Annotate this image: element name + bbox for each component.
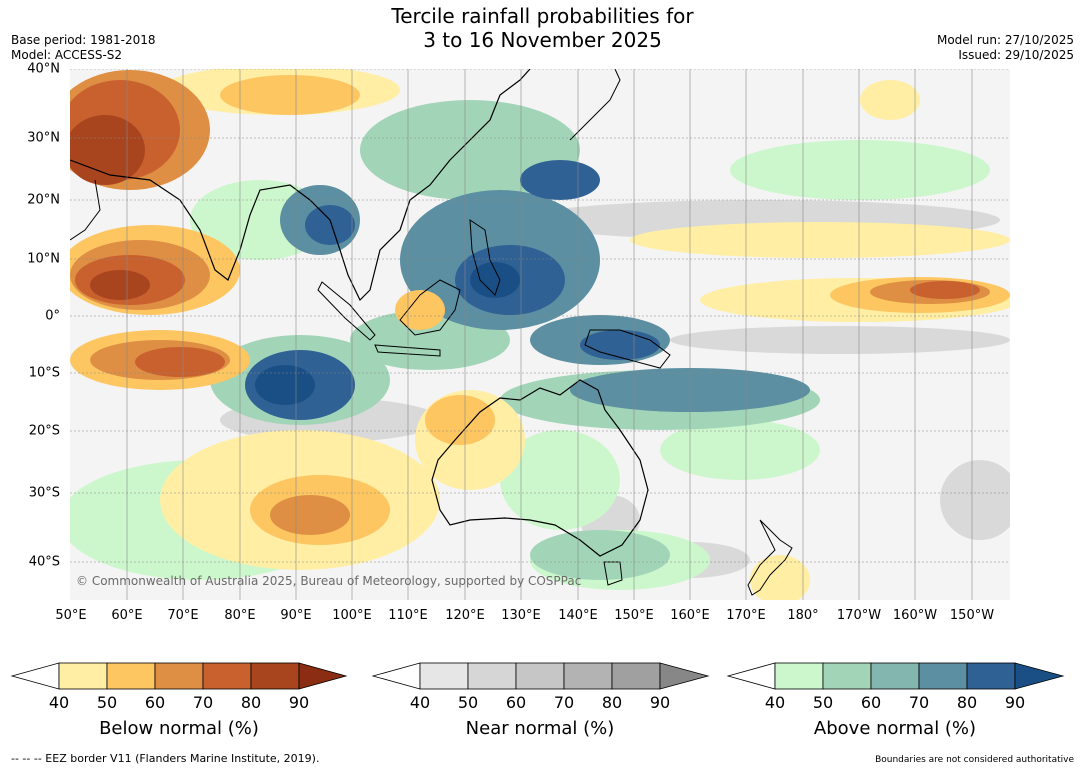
below-normal-title: Below normal (%) [99, 718, 259, 739]
above-normal-extreme-regions [255, 262, 520, 405]
colorbar-tick: 80 [601, 693, 623, 712]
colorbar-segment [774, 662, 824, 690]
near-normal-title: Near normal (%) [465, 718, 615, 739]
colorbar-tick: 80 [956, 693, 978, 712]
colorbar-segment [202, 662, 252, 690]
colorbar-segment [467, 662, 517, 690]
lon-label: 130°E [501, 608, 541, 623]
lon-label: 50°E [55, 608, 87, 623]
lon-label: 90°E [280, 608, 312, 623]
lon-label: 180° [787, 608, 819, 623]
lat-label: 30°S [28, 485, 60, 501]
colorbar-segment [250, 662, 300, 690]
lat-label: 20°N [27, 192, 60, 208]
colorbar-low-arrow [371, 662, 421, 690]
lon-gridlines [126, 69, 973, 600]
colorbar-tick: 50 [812, 693, 834, 712]
above-normal-colorbar [726, 662, 1065, 690]
colorbar-tick: 50 [96, 693, 118, 712]
run-info: Model run: 27/10/2025 Issued: 29/10/2025 [937, 33, 1074, 63]
colorbar-high-arrow [1014, 662, 1065, 690]
colorbar-tick: 50 [457, 693, 479, 712]
japan-coastline [569, 69, 621, 141]
colorbar-tick: 90 [649, 693, 671, 712]
colorbar-low-arrow [10, 662, 60, 690]
colorbar-tick: 60 [505, 693, 527, 712]
lon-label: 110°E [388, 608, 428, 623]
colorbar-tick: 70 [553, 693, 575, 712]
model-name: Model: ACCESS-S2 [11, 48, 123, 62]
model-info: Base period: 1981-2018 Model: ACCESS-S2 [11, 33, 156, 63]
model-run: Model run: 27/10/2025 [936, 33, 1074, 47]
lon-label: 170°W [836, 608, 882, 623]
colorbar-tick: 90 [1004, 693, 1026, 712]
title-line-1: Tercile rainfall probabilities for [391, 4, 694, 28]
lon-label: 120°E [445, 608, 485, 623]
colorbar-segment [419, 662, 469, 690]
colorbar-tick: 80 [240, 693, 262, 712]
eez-legend: -- -- -- EEZ border V11 (Flanders Marine… [11, 752, 320, 765]
colorbar-tick: 70 [908, 693, 930, 712]
lon-label: 150°W [949, 608, 995, 623]
boundaries-note: Boundaries are not considered authoritat… [875, 755, 1074, 765]
asia-coastline [70, 69, 531, 302]
colorbar-tick: 60 [144, 693, 166, 712]
colorbar-segment [611, 662, 661, 690]
colorbar-tick: 40 [764, 693, 786, 712]
colorbar-tick: 40 [48, 693, 70, 712]
lat-label: 20°S [28, 423, 60, 439]
issued-date: Issued: 29/10/2025 [958, 48, 1074, 62]
colorbar-segment [563, 662, 613, 690]
sumatra-coastline [317, 281, 376, 341]
colorbar-segment [106, 662, 156, 690]
colorbars [10, 662, 1065, 690]
lat-gridlines [70, 69, 1010, 563]
new-guinea-coastline [584, 329, 671, 369]
below-normal-colorbar [10, 662, 348, 690]
colorbar-high-arrow [298, 662, 348, 690]
colorbar-tick: 90 [288, 693, 310, 712]
lon-label: 150°E [614, 608, 654, 623]
lon-label: 140°E [558, 608, 598, 623]
copyright-notice: © Commonwealth of Australia 2025, Bureau… [76, 574, 582, 588]
base-period: Base period: 1981-2018 [11, 33, 156, 47]
lat-label: 10°S [28, 365, 60, 381]
lon-label: 100°E [332, 608, 372, 623]
lon-label: 80°E [224, 608, 256, 623]
lat-label: 0° [45, 308, 60, 324]
rainfall-map [70, 69, 1010, 600]
near-normal-colorbar [371, 662, 710, 690]
lon-label: 160°E [670, 608, 710, 623]
lat-label: 40°N [27, 61, 60, 77]
arabia-coastline [70, 179, 101, 241]
lat-label: 30°N [27, 130, 60, 146]
colorbar-low-arrow [726, 662, 776, 690]
philippines-coastline [469, 219, 501, 296]
colorbar-tick: 60 [860, 693, 882, 712]
lat-label: 40°S [28, 554, 60, 570]
colorbar-segment [58, 662, 108, 690]
lon-label: 70°E [167, 608, 199, 623]
lon-label: 170°E [726, 608, 766, 623]
colorbar-tick: 70 [192, 693, 214, 712]
lon-label: 160°W [892, 608, 938, 623]
lon-label: 60°E [111, 608, 143, 623]
new-zealand-coastline [747, 519, 793, 596]
map-title: Tercile rainfall probabilities for 3 to … [0, 4, 1085, 52]
colorbar-segment [515, 662, 565, 690]
colorbar-segment [966, 662, 1016, 690]
colorbar-segment [822, 662, 872, 690]
australia-coastline [431, 379, 649, 557]
borneo-coastline [399, 279, 461, 336]
above-normal-title: Above normal (%) [813, 718, 977, 739]
colorbar-high-arrow [659, 662, 710, 690]
colorbar-segment [918, 662, 968, 690]
colorbar-tick: 40 [409, 693, 431, 712]
title-line-2: 3 to 16 November 2025 [423, 28, 662, 52]
colorbar-segment [154, 662, 204, 690]
lat-label: 10°N [27, 251, 60, 267]
java-coastline [374, 344, 441, 357]
colorbar-segment [870, 662, 920, 690]
